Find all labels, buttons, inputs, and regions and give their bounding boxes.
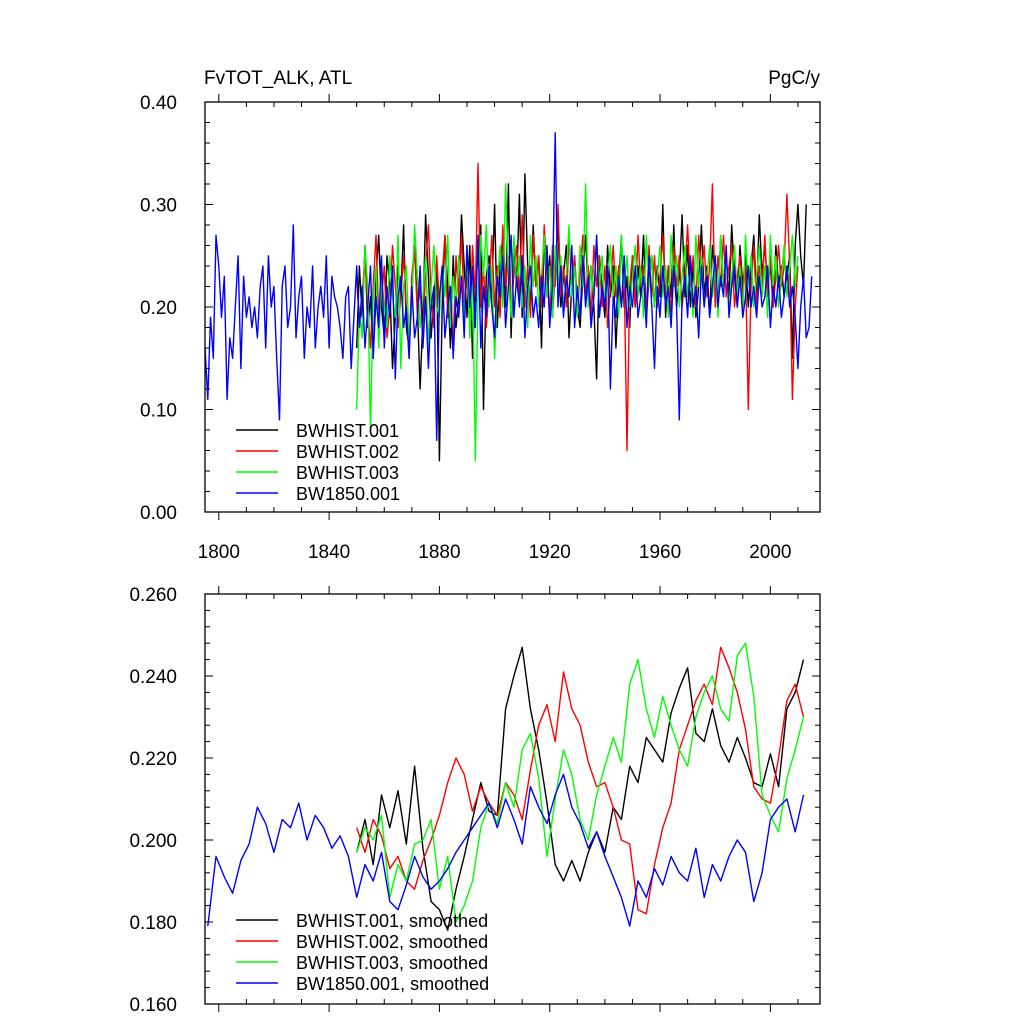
- x-tick-label: 1880: [418, 542, 460, 563]
- top-chart: FvTOT_ALK, ATL PgC/y 1800 1840 1880 1920 196…: [140, 68, 821, 563]
- x-tick-label: 1960: [639, 542, 681, 563]
- y-tick-label: 0.220: [129, 749, 177, 770]
- y-tick-label: 0.260: [129, 585, 177, 606]
- x-tick-label: 1840: [308, 542, 350, 563]
- y-tick-label: 0.20: [140, 298, 177, 319]
- series-line-4: [207, 773, 805, 927]
- legend-label: BW1850.001, smoothed: [296, 974, 489, 994]
- y-tick-label: 0.200: [129, 831, 177, 852]
- legend-label: BWHIST.003, smoothed: [296, 953, 488, 973]
- x-tick-label: 2000: [749, 542, 791, 563]
- y-tick-label: 0.10: [140, 401, 177, 422]
- bottom-chart-series: [207, 642, 805, 931]
- top-chart-title: FvTOT_ALK, ATL: [204, 68, 352, 89]
- y-tick-label: 0.40: [140, 93, 177, 114]
- y-tick-label: 0.30: [140, 196, 177, 217]
- top-chart-frame: [204, 101, 821, 513]
- legend-label: BWHIST.003: [296, 463, 399, 483]
- top-chart-units: PgC/y: [768, 68, 820, 89]
- bottom-chart-ticks: 0.160 0.180 0.200 0.220 0.240 0.260: [129, 585, 820, 1016]
- y-tick-label: 0.240: [129, 667, 177, 688]
- top-chart-series: [204, 132, 813, 462]
- y-tick-label: 0.180: [129, 913, 177, 934]
- legend-label: BW1850.001: [296, 484, 400, 504]
- legend-label: BWHIST.002, smoothed: [296, 932, 488, 952]
- y-tick-label: 0.160: [129, 995, 177, 1016]
- y-tick-label: 0.00: [140, 503, 177, 524]
- x-tick-label: 1920: [529, 542, 571, 563]
- bottom-chart-frame: [204, 593, 821, 1005]
- legend-label: BWHIST.002: [296, 442, 399, 462]
- top-chart-ticks: 1800 1840 1880 1920 1960 2000 0.00 0.10 0.20 0.30…: [140, 93, 820, 563]
- series-line-1: [356, 646, 805, 931]
- bottom-chart: 0.160 0.180 0.200 0.220 0.240 0.260 BWHIST.00…: [129, 585, 821, 1016]
- series-line-3: [356, 642, 805, 923]
- legend-label: BWHIST.001, smoothed: [296, 911, 488, 931]
- series-line-4: [204, 132, 813, 441]
- legend-label: BWHIST.001: [296, 421, 399, 441]
- x-tick-label: 1800: [198, 542, 240, 563]
- series-line-2: [356, 646, 805, 915]
